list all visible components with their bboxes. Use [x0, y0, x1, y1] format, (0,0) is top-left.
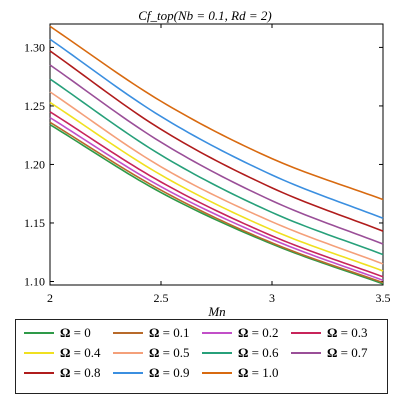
legend-item: Ω = 0.9: [113, 365, 190, 380]
legend-label: Ω = 0.1: [149, 325, 190, 340]
series-line-10: [49, 25, 384, 201]
x-tick-label: 2: [47, 291, 53, 305]
series-line-7: [49, 64, 384, 245]
y-tick-label: 1.20: [24, 157, 45, 171]
legend-swatch: [291, 352, 321, 354]
series-line-0: [49, 123, 384, 285]
x-axis-label: Mn: [207, 304, 225, 319]
legend-label: Ω = 0.6: [238, 345, 279, 360]
legend-item: Ω = 0.6: [202, 345, 279, 360]
x-tick-label: 3: [269, 291, 275, 305]
legend-item: Ω = 0.8: [24, 365, 101, 380]
legend-label: Ω = 0.4: [60, 345, 101, 360]
y-tick-label: 1.10: [24, 274, 45, 288]
series-lines: [49, 25, 384, 285]
series-line-8: [49, 50, 384, 232]
legend-item: Ω = 0.7: [291, 345, 368, 360]
legend-label: Ω = 0.3: [327, 325, 368, 340]
legend-swatch: [113, 372, 143, 374]
legend-swatch: [24, 332, 54, 334]
legend-swatch: [113, 352, 143, 354]
x-tick-label: 3.5: [376, 291, 391, 305]
legend-swatch: [202, 372, 232, 374]
legend-label: Ω = 1.0: [238, 365, 279, 380]
legend-swatch: [202, 332, 232, 334]
legend-item: Ω = 0.1: [113, 325, 190, 340]
y-tick-label: 1.30: [24, 40, 45, 54]
legend-swatch: [202, 352, 232, 354]
legend-label: Ω = 0.2: [238, 325, 279, 340]
legend-item: Ω = 0.4: [24, 345, 101, 360]
series-line-3: [49, 111, 384, 278]
series-line-6: [49, 78, 384, 256]
series-line-1: [49, 121, 384, 284]
legend-label: Ω = 0: [60, 325, 91, 340]
legend-label: Ω = 0.8: [60, 365, 101, 380]
legend: Ω = 0 Ω = 0.1 Ω = 0.2 Ω = 0.3 Ω = 0.4 Ω = 0.5…: [15, 319, 388, 394]
series-line-9: [49, 38, 384, 220]
legend-item: Ω = 0.3: [291, 325, 368, 340]
y-axis: 1.10 1.15 1.20 1.25 1.30: [24, 40, 383, 288]
series-line-2: [49, 116, 384, 282]
legend-item: Ω = 0: [24, 325, 91, 340]
legend-swatch: [291, 332, 321, 334]
legend-label: Ω = 0.7: [327, 345, 368, 360]
plot-area-frame: [49, 23, 384, 286]
y-tick-label: 1.25: [24, 99, 45, 113]
series-line-5: [49, 91, 384, 265]
legend-label: Ω = 0.5: [149, 345, 190, 360]
x-tick-label: 2.5: [154, 291, 169, 305]
legend-label: Ω = 0.9: [149, 365, 190, 380]
chart-title: Cf_top(Nb = 0.1, Rd = 2): [138, 8, 271, 23]
legend-item: Ω = 1.0: [202, 365, 279, 380]
series-line-4: [49, 101, 384, 272]
legend-swatch: [24, 352, 54, 354]
x-axis: 2 2.5 3 3.5: [47, 24, 391, 305]
legend-item: Ω = 0.5: [113, 345, 190, 360]
y-tick-label: 1.15: [24, 216, 45, 230]
legend-swatch: [113, 332, 143, 334]
legend-swatch: [24, 372, 54, 374]
legend-item: Ω = 0.2: [202, 325, 279, 340]
